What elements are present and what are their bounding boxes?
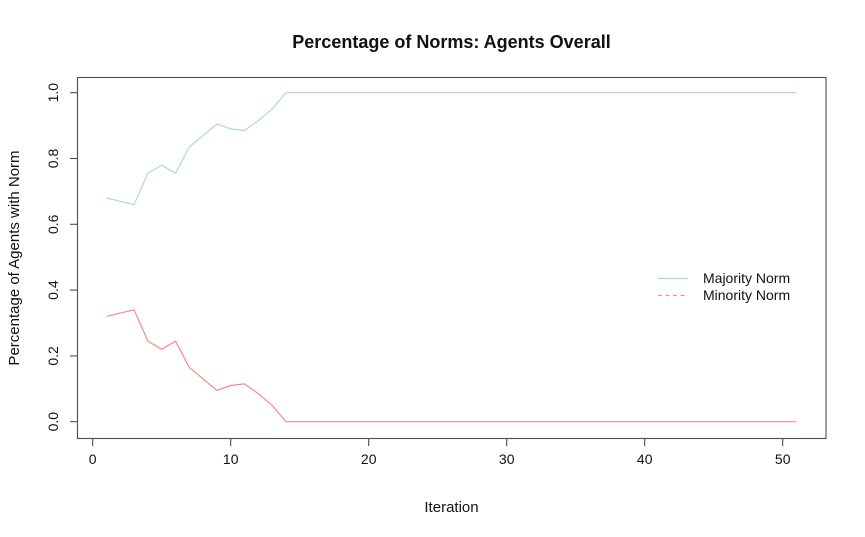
y-tick-label: 0.0 xyxy=(45,412,61,432)
x-tick-label: 40 xyxy=(637,451,653,467)
legend-label-majority: Majority Norm xyxy=(703,270,790,286)
y-axis-label: Percentage of Agents with Norm xyxy=(6,150,23,365)
legend-label-minority: Minority Norm xyxy=(703,287,790,303)
x-tick-label: 30 xyxy=(499,451,515,467)
y-tick-label: 0.2 xyxy=(45,346,61,366)
plot-border xyxy=(76,76,827,440)
x-tick-label: 50 xyxy=(775,451,791,467)
y-tick-label: 0.4 xyxy=(45,280,61,300)
axes-layer: 0 10 20 30 40 50 0.0 0.2 0.4 0.6 0.8 1.0 xyxy=(45,83,791,467)
x-tick-label: 10 xyxy=(223,451,239,467)
series-layer xyxy=(106,92,797,423)
x-axis-label: Iteration xyxy=(424,499,478,516)
series-line-0 xyxy=(106,92,797,206)
x-tick-label: 20 xyxy=(361,451,377,467)
series-line-1 xyxy=(106,309,797,423)
y-tick-label: 0.6 xyxy=(45,214,61,234)
y-tick-label: 1.0 xyxy=(45,83,61,103)
x-tick-label: 0 xyxy=(89,451,97,467)
y-tick-label: 0.8 xyxy=(45,149,61,169)
legend: Majority Norm Minority Norm xyxy=(658,270,790,303)
chart-title: Percentage of Norms: Agents Overall xyxy=(292,32,610,52)
